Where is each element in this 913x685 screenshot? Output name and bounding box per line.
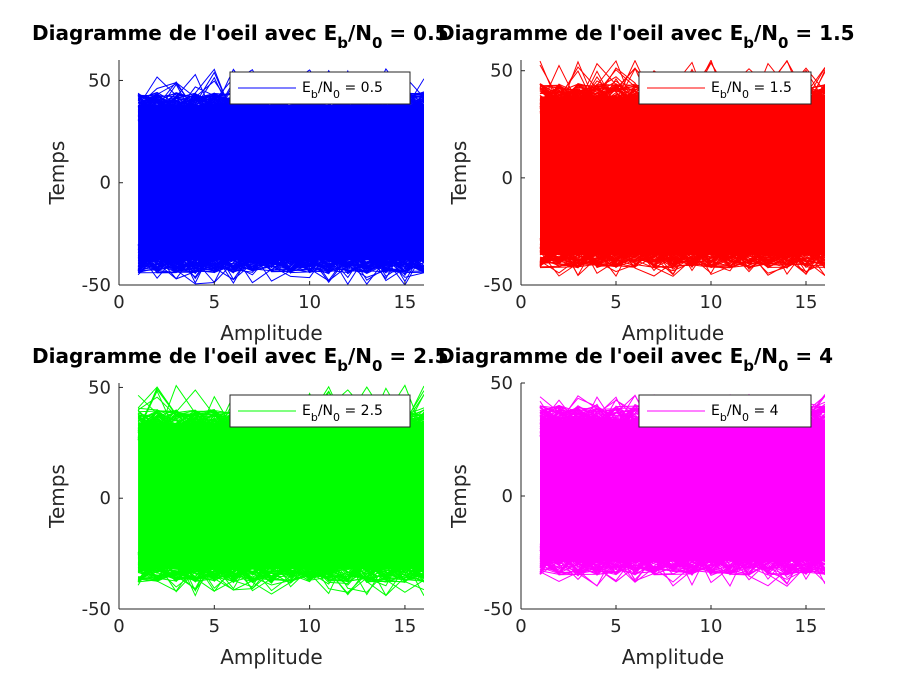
trace-line [539,543,825,581]
trace-line [137,551,424,596]
trace-line [137,409,424,442]
trace-line [137,551,424,583]
x-axis-label: Amplitude [622,645,725,669]
x-tick-label: 5 [209,616,220,637]
x-tick-label: 0 [515,292,526,313]
y-axis-label: Temps [447,141,471,206]
legend: Eb/N0 = 0.5 [229,71,411,105]
trace-line [539,543,825,585]
trace-line [539,237,825,267]
legend-entry: Eb/N0 = 1.5 [711,80,792,101]
y-tick-label: 0 [502,168,513,189]
trace-line [138,245,424,272]
trace-line [539,545,825,574]
subplot-title: Diagramme de l'oeil avec Eb/N0 = 0.5 [32,21,449,52]
trace-line [138,244,424,280]
x-tick-label: 15 [795,292,818,313]
y-tick-label: 0 [100,173,111,194]
x-tick-label: 5 [209,292,220,313]
trace-band [540,419,825,562]
trace-line [539,240,825,275]
legend: Eb/N0 = 2.5 [229,394,411,428]
trace-line [539,543,825,571]
trace-band [138,422,424,570]
subplot-title: Diagramme de l'oeil avec Eb/N0 = 1.5 [438,21,855,52]
trace-line [539,238,825,267]
trace-line [539,542,825,581]
trace-line [137,553,424,581]
trace-line [539,237,825,273]
x-tick-label: 10 [700,292,723,313]
y-axis-label: Temps [447,464,471,529]
trace-line [137,244,424,274]
y-tick-label: -50 [82,599,111,620]
y-tick-label: 50 [88,377,111,398]
trace-line [137,92,424,121]
trace-line [539,237,825,269]
trace-line [137,552,424,588]
y-tick-label: 50 [490,373,513,394]
y-tick-label: 50 [88,70,111,91]
y-axis-label: Temps [45,464,69,529]
trace-line [137,243,424,285]
legend-entry: Eb/N0 = 4 [711,403,779,424]
x-tick-label: 10 [298,292,321,313]
legend: Eb/N0 = 4 [638,394,812,428]
eye-traces [137,384,424,597]
trace-line [539,80,825,114]
x-tick-label: 10 [700,616,723,637]
trace-line [539,545,825,575]
trace-band [540,96,825,255]
legend-entry: Eb/N0 = 2.5 [302,403,383,424]
subplot-title: Diagramme de l'oeil avec Eb/N0 = 2.5 [32,344,449,375]
x-tick-label: 10 [298,616,321,637]
x-tick-label: 0 [113,616,124,637]
x-tick-label: 0 [113,292,124,313]
y-tick-label: -50 [484,599,513,620]
trace-line [137,243,424,272]
trace-line [137,551,424,583]
subplot-title: Diagramme de l'oeil avec Eb/N0 = 4 [438,344,833,375]
trace-line [137,551,424,583]
y-tick-label: -50 [484,275,513,296]
y-tick-label: 50 [490,61,513,82]
legend-entry: Eb/N0 = 0.5 [302,80,383,101]
trace-line [539,543,825,576]
x-tick-label: 0 [515,616,526,637]
trace-line [539,543,825,575]
y-tick-label: 0 [100,488,111,509]
x-tick-label: 5 [610,292,621,313]
trace-line [137,243,424,271]
trace-line [539,237,825,269]
trace-line [137,244,424,278]
y-axis-label: Temps [45,141,69,206]
trace-line [137,409,424,437]
x-axis-label: Amplitude [220,321,323,345]
x-tick-label: 15 [795,616,818,637]
x-tick-label: 15 [393,292,416,313]
trace-line [137,68,424,121]
trace-line [137,95,424,122]
trace-line [539,543,825,575]
y-tick-label: -50 [82,275,111,296]
trace-line [138,551,424,583]
x-axis-label: Amplitude [622,321,725,345]
x-tick-label: 15 [393,616,416,637]
x-axis-label: Amplitude [220,645,323,669]
y-tick-label: 0 [502,486,513,507]
trace-line [137,248,424,278]
x-tick-label: 5 [610,616,621,637]
trace-band [138,105,424,261]
trace-line [539,545,825,576]
legend: Eb/N0 = 1.5 [638,71,812,105]
